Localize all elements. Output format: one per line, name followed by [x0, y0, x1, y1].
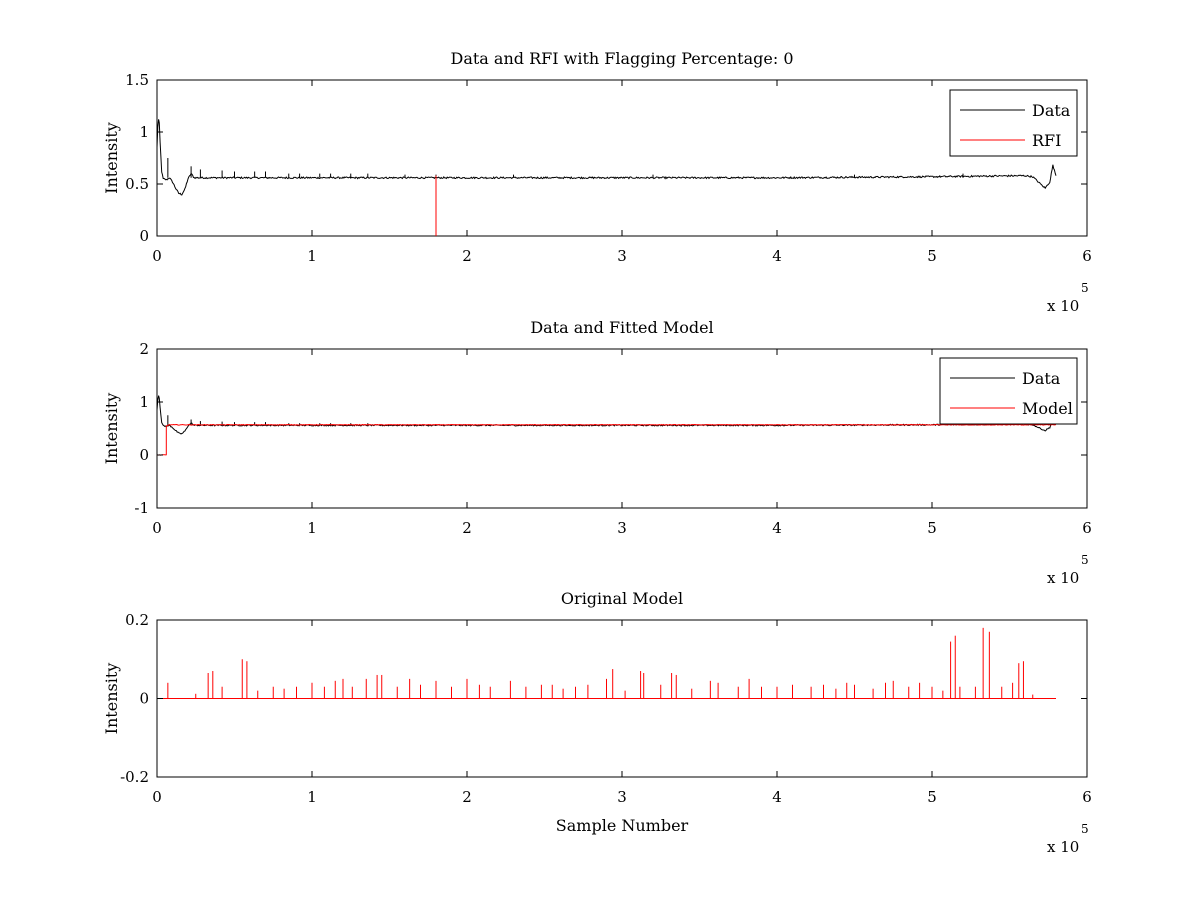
y-axis-label: Intensity [102, 663, 121, 735]
legend-box [939, 357, 1078, 425]
x-tick-label: 0 [152, 519, 162, 537]
legend-label: RFI [1032, 131, 1061, 150]
x-tick-label: 5 [927, 788, 937, 806]
x-tick-label: 0 [152, 788, 162, 806]
y-tick-label: 2 [139, 340, 149, 358]
y-tick-label: 0 [139, 227, 149, 245]
subplot-1: 0 1 2 3 4 5 6 0 0.5 1 1.5 Data and RFI with Flaggin… [102, 49, 1092, 315]
x-exponent: 5 [1081, 822, 1089, 836]
x-exponent-label: x 10 [1047, 569, 1079, 587]
x-exponent: 5 [1081, 281, 1089, 295]
legend: Data RFI [949, 89, 1078, 157]
series-model [157, 423, 1057, 456]
series-data [157, 119, 1057, 196]
y-tick-label: -1 [134, 499, 149, 517]
axes-box [156, 79, 1088, 237]
chart-title: Data and RFI with Flagging Percentage: 0 [450, 49, 793, 68]
x-tick-label: 2 [462, 788, 472, 806]
legend: Data Model [939, 357, 1078, 425]
x-tick-label: 2 [462, 519, 472, 537]
x-tick-label: 5 [927, 519, 937, 537]
x-tick-label: 1 [307, 519, 317, 537]
y-tick-label: 1 [139, 393, 149, 411]
y-axis-label: Intensity [102, 393, 121, 465]
series-model-line [157, 423, 1057, 456]
y-tick-label: 0 [139, 690, 149, 708]
legend-label: Data [1032, 101, 1071, 120]
plot-area [157, 627, 1056, 699]
y-axis-label: Intensity [102, 122, 121, 194]
x-tick-label: 4 [772, 788, 782, 806]
x-tick-label: 1 [307, 788, 317, 806]
x-tick-label: 4 [772, 247, 782, 265]
x-tick-label: 4 [772, 519, 782, 537]
legend-label: Data [1022, 369, 1061, 388]
y-tick-label: 0.5 [125, 175, 149, 193]
x-exponent-label: x 10 [1047, 297, 1079, 315]
x-tick-label: 6 [1082, 788, 1092, 806]
x-tick-label: 3 [617, 247, 627, 265]
x-tick-label: 2 [462, 247, 472, 265]
y-tick-label: 0.2 [125, 611, 149, 629]
plot-area [157, 395, 1057, 456]
x-tick-label: 5 [927, 247, 937, 265]
chart-title: Original Model [561, 589, 683, 608]
x-exponent-label: x 10 [1047, 838, 1079, 856]
x-tick-label: 3 [617, 788, 627, 806]
y-tick-label: 0 [139, 446, 149, 464]
series-data-line [157, 119, 1057, 196]
x-tick-label: 1 [307, 247, 317, 265]
axes-box [156, 348, 1088, 509]
chart-title: Data and Fitted Model [530, 318, 713, 337]
x-axis-label: Sample Number [556, 816, 689, 835]
y-tick-label: 1.5 [125, 71, 149, 89]
x-tick-label: 6 [1082, 519, 1092, 537]
series-model [157, 627, 1056, 699]
x-exponent: 5 [1081, 553, 1089, 567]
legend-box [949, 89, 1078, 157]
y-tick-label: 1 [139, 123, 149, 141]
x-tick-label: 6 [1082, 247, 1092, 265]
x-tick-label: 3 [617, 519, 627, 537]
x-tick-label: 0 [152, 247, 162, 265]
y-tick-label: -0.2 [120, 768, 149, 786]
legend-label: Model [1022, 399, 1073, 418]
plot-area [157, 119, 1057, 236]
